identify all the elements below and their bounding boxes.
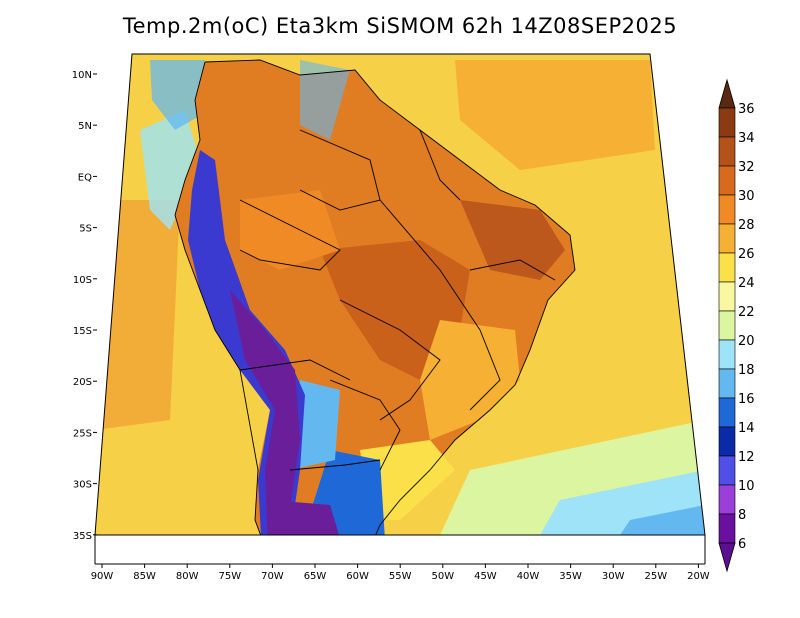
- colorbar-bottom-arrow: [718, 542, 736, 573]
- colorbar-swatch: [718, 223, 736, 254]
- colorbar-label: 8: [738, 508, 746, 523]
- lat-tick-label: 10N: [72, 70, 92, 81]
- lon-tick-label: 75W: [218, 571, 241, 582]
- lat-tick-label: 30S: [73, 480, 92, 491]
- atlantic-equatorial-warm: [455, 60, 655, 170]
- colorbar-label: 30: [738, 189, 755, 204]
- lat-tick-label: 25S: [73, 428, 92, 439]
- colorbar-label: 20: [738, 334, 755, 349]
- lat-tick-label: 35S: [73, 531, 92, 542]
- colorbar-label: 14: [738, 421, 755, 436]
- colorbar-swatch: [718, 165, 736, 196]
- lat-tick-label: 10S: [73, 275, 92, 286]
- colorbar-label: 28: [738, 218, 755, 233]
- hot-interior-northeast: [460, 200, 565, 280]
- colorbar-label: 12: [738, 450, 755, 465]
- lon-tick-label: 55W: [389, 571, 412, 582]
- colorbar-swatch: [718, 484, 736, 515]
- map-domain: [95, 54, 705, 535]
- colorbar-swatch: [718, 426, 736, 457]
- colorbar-swatch: [718, 281, 736, 312]
- colorbar-label: 24: [738, 276, 755, 291]
- lon-tick-label: 25W: [644, 571, 667, 582]
- lon-tick-label: 80W: [176, 571, 199, 582]
- lon-tick-label: 50W: [431, 571, 454, 582]
- pacific-cool-coastal: [140, 110, 200, 230]
- lon-tick-label: 20W: [687, 571, 710, 582]
- colorbar-label: 18: [738, 363, 755, 378]
- colorbar-swatch: [718, 368, 736, 399]
- lon-tick-label: 70W: [261, 571, 284, 582]
- colorbar-label: 10: [738, 479, 755, 494]
- pacific-south: [95, 450, 230, 535]
- colorbar-swatch: [718, 310, 736, 341]
- amazon-west: [240, 190, 340, 270]
- pacific-warm-band: [95, 200, 180, 430]
- lon-tick-label: 60W: [346, 571, 369, 582]
- colorbar: 36 34 32 30 28 26 24 22 20 18 16 14 12 10 8 6: [718, 78, 755, 573]
- colorbar-swatch: [718, 455, 736, 486]
- lon-tick-label: 85W: [133, 571, 156, 582]
- colorbar-top-arrow: [718, 78, 736, 109]
- political-boundaries: [174, 59, 576, 535]
- latitude-axis: 10N 5N EQ 5S 10S 15S 20S 25S 30S 35S: [72, 70, 97, 542]
- colorbar-swatch: [718, 136, 736, 167]
- lon-tick-label: 40W: [517, 571, 540, 582]
- lat-tick-label: 20S: [73, 377, 92, 388]
- lat-tick-label: 5N: [78, 121, 92, 132]
- colorbar-label: 16: [738, 392, 755, 407]
- colorbar-label: 22: [738, 305, 755, 320]
- southeast-brazil: [420, 320, 520, 440]
- south-brazil: [360, 440, 455, 520]
- atlantic-south-coolest: [620, 505, 705, 535]
- lat-tick-label: EQ: [78, 172, 92, 183]
- lon-tick-label: 35W: [559, 571, 582, 582]
- lat-tick-label: 15S: [73, 326, 92, 337]
- colorbar-label: 26: [738, 247, 755, 262]
- caribbean-cool-patch: [150, 60, 210, 130]
- colorbar-label: 6: [738, 537, 746, 552]
- lon-tick-label: 65W: [304, 571, 327, 582]
- lon-tick-label: 45W: [474, 571, 497, 582]
- lon-tick-label: 30W: [602, 571, 625, 582]
- colorbar-label: 32: [738, 160, 755, 175]
- andes-coldest-core: [230, 290, 300, 535]
- colorbar-swatch: [718, 513, 736, 544]
- colorbar-label: 36: [738, 102, 755, 117]
- colorbar-swatch: [718, 252, 736, 283]
- map-title: Temp.2m(oC) Eta3km SiSMOM 62h 14Z08SEP20…: [122, 14, 678, 38]
- colorbar-swatch: [718, 107, 736, 138]
- lat-tick-label: 5S: [79, 224, 92, 235]
- patagonia-cold: [270, 500, 345, 535]
- venezuela-cool-patch: [300, 60, 350, 140]
- lon-tick-label: 90W: [91, 571, 114, 582]
- colorbar-swatch: [718, 397, 736, 428]
- longitude-axis: 90W 85W 80W 75W 70W 65W 60W 55W 50W 45W 40W 35W 30W 2…: [91, 564, 710, 582]
- colorbar-label: 34: [738, 131, 755, 146]
- colorbar-swatch: [718, 194, 736, 225]
- colorbar-swatch: [718, 339, 736, 370]
